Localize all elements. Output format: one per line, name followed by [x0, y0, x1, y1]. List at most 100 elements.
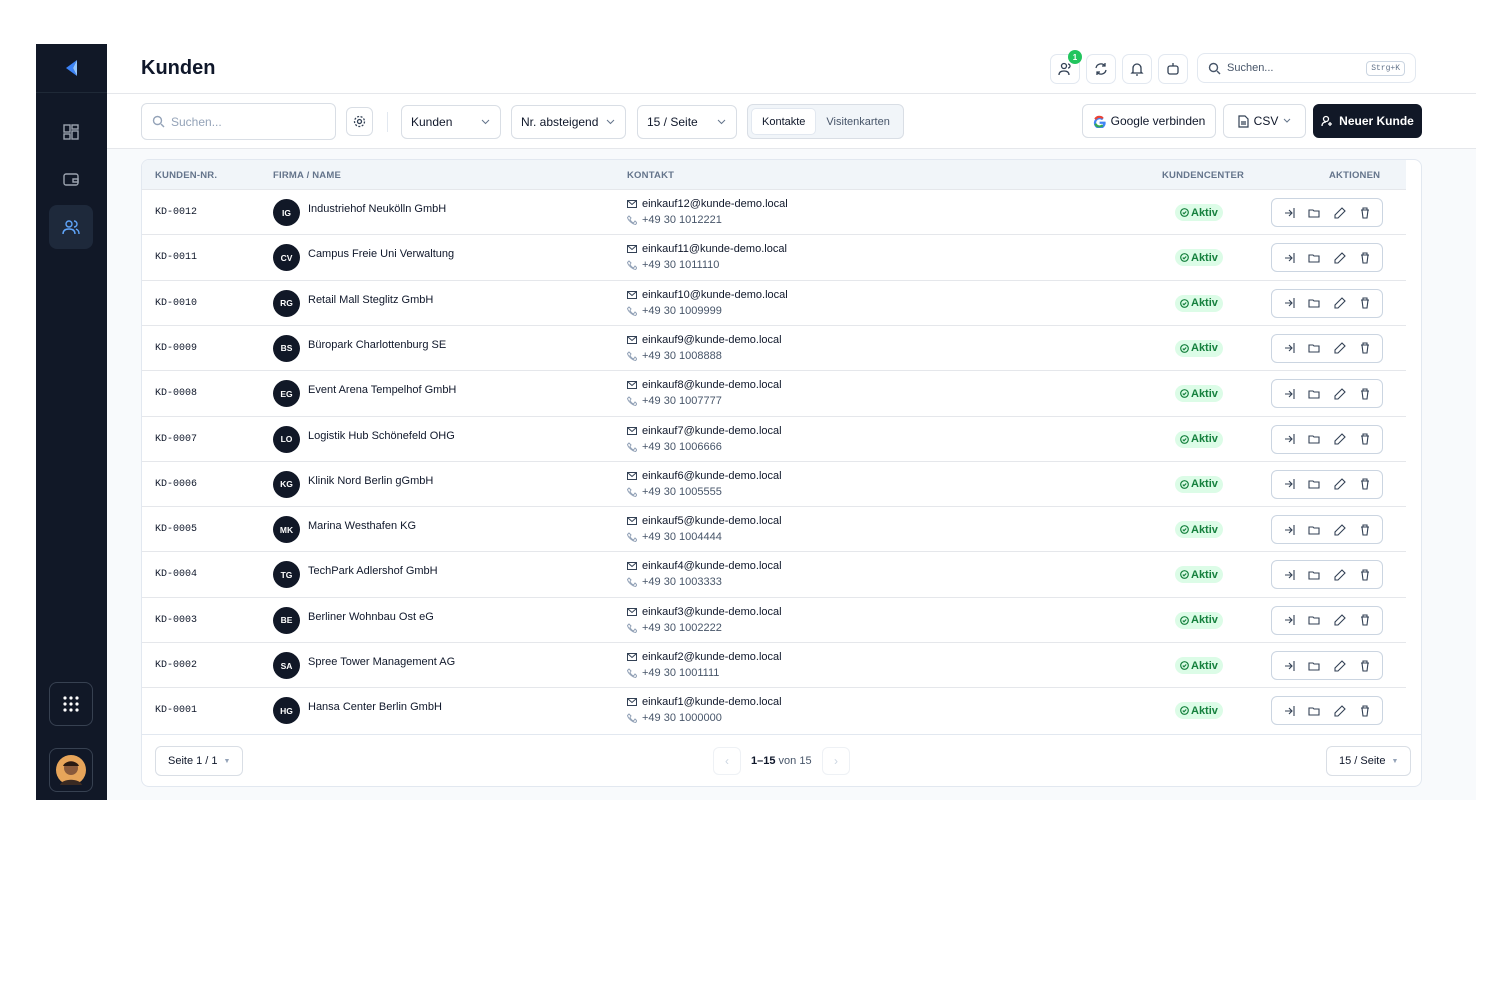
action-icon[interactable] [1334, 523, 1346, 536]
email[interactable]: einkauf2@kunde-demo.local [627, 651, 782, 663]
email[interactable]: einkauf11@kunde-demo.local [627, 243, 787, 255]
user-avatar[interactable] [49, 748, 93, 792]
per-page-select[interactable]: 15 / Seite ▼ [1326, 746, 1412, 776]
action-icon[interactable] [1283, 433, 1295, 445]
action-icon[interactable] [1334, 433, 1346, 445]
action-icon[interactable] [1308, 252, 1320, 264]
action-icon[interactable] [1308, 705, 1320, 717]
email[interactable]: einkauf9@kunde-demo.local [627, 334, 782, 346]
customer-name[interactable]: Retail Mall Steglitz GmbH [308, 294, 433, 306]
action-icon[interactable] [1283, 207, 1295, 219]
action-icon[interactable] [1334, 342, 1346, 354]
email[interactable]: einkauf7@kunde-demo.local [627, 425, 782, 437]
email[interactable]: einkauf1@kunde-demo.local [627, 696, 782, 708]
action-icon[interactable] [1334, 252, 1346, 264]
settings-button[interactable] [346, 107, 373, 136]
customer-name[interactable]: Spree Tower Management AG [308, 656, 455, 668]
action-icon[interactable] [1359, 252, 1371, 264]
action-icon[interactable] [1334, 297, 1346, 309]
customer-name[interactable]: TechPark Adlershof GmbH [308, 565, 438, 577]
nav-customers[interactable] [49, 205, 93, 249]
email[interactable]: einkauf6@kunde-demo.local [627, 470, 782, 482]
email[interactable]: einkauf8@kunde-demo.local [627, 379, 782, 391]
action-icon[interactable] [1334, 659, 1346, 672]
assistant-button[interactable] [1158, 54, 1188, 84]
table-row[interactable]: KD-0002 SA Spree Tower Management AG einkau… [142, 642, 1406, 687]
action-icon[interactable] [1308, 478, 1320, 490]
action-icon[interactable] [1359, 388, 1371, 400]
notifications-button[interactable] [1122, 54, 1152, 84]
action-icon[interactable] [1308, 207, 1320, 219]
select[interactable]: 15 / Seite [637, 105, 737, 139]
email[interactable]: einkauf3@kunde-demo.local [627, 606, 782, 618]
action-icon[interactable] [1359, 569, 1371, 581]
customer-name[interactable]: Industriehof Neukölln GmbH [308, 203, 446, 215]
action-icon[interactable] [1359, 524, 1371, 536]
page-select[interactable]: Seite 1 / 1 ▼ [155, 746, 244, 776]
email[interactable]: einkauf4@kunde-demo.local [627, 560, 782, 572]
action-icon[interactable] [1308, 660, 1320, 672]
action-icon[interactable] [1359, 705, 1371, 717]
table-search[interactable]: Suchen... [141, 103, 336, 140]
customer-name[interactable]: Berliner Wohnbau Ost eG [308, 611, 434, 623]
action-icon[interactable] [1359, 206, 1371, 219]
action-icon[interactable] [1308, 388, 1320, 400]
action-icon[interactable] [1283, 342, 1295, 354]
refresh-button[interactable] [1086, 54, 1116, 84]
table-row[interactable]: KD-0010 RG Retail Mall Steglitz GmbH einkau… [142, 279, 1406, 325]
apps-menu[interactable] [49, 682, 93, 726]
global-search[interactable]: Suchen... Strg+K [1197, 53, 1416, 83]
email[interactable]: einkauf12@kunde-demo.local [627, 198, 788, 210]
table-row[interactable]: KD-0003 BE Berliner Wohnbau Ost eG einkauf3… [142, 596, 1406, 642]
users-button[interactable]: 1 [1050, 50, 1082, 84]
tab-active[interactable]: Kontakte [751, 108, 817, 135]
customer-name[interactable]: Campus Freie Uni Verwaltung [308, 248, 454, 260]
customer-name[interactable]: Logistik Hub Schönefeld OHG [308, 430, 455, 442]
action-icon[interactable] [1334, 478, 1346, 490]
action-icon[interactable] [1334, 387, 1346, 400]
action-icon[interactable] [1283, 705, 1295, 717]
table-row[interactable]: KD-0004 TG TechPark Adlershof GmbH einkauf4… [142, 551, 1406, 596]
table-row[interactable]: KD-0008 EG Event Arena Tempelhof GmbH einka… [142, 370, 1406, 415]
action-icon[interactable] [1308, 433, 1320, 445]
customer-name[interactable]: Klinik Nord Berlin gGmbH [308, 475, 433, 487]
action-icon[interactable] [1334, 705, 1346, 717]
customer-name[interactable]: Büropark Charlottenburg SE [308, 339, 446, 351]
action-icon[interactable] [1359, 659, 1371, 672]
action-icon[interactable] [1334, 614, 1346, 626]
action-icon[interactable] [1359, 433, 1371, 445]
table-row[interactable]: KD-0009 BS Büropark Charlottenburg SE einka… [142, 324, 1406, 370]
csv-button[interactable]: CSV [1223, 104, 1306, 138]
action-icon[interactable] [1359, 297, 1371, 309]
table-row[interactable]: KD-0011 CV Campus Freie Uni Verwaltung eink… [142, 234, 1406, 279]
action-icon[interactable] [1283, 297, 1295, 309]
table-row[interactable]: KD-0001 HG Hansa Center Berlin GmbH einkauf… [142, 687, 1406, 732]
customer-name[interactable]: Marina Westhafen KG [308, 520, 416, 532]
table-row[interactable]: KD-0006 KG Klinik Nord Berlin gGmbH einkauf… [142, 460, 1406, 506]
action-icon[interactable] [1308, 569, 1320, 581]
customer-name[interactable]: Event Arena Tempelhof GmbH [308, 384, 456, 396]
action-icon[interactable] [1283, 569, 1295, 581]
select[interactable]: Kunden [401, 105, 501, 139]
table-row[interactable]: KD-0005 MK Marina Westhafen KG einkauf5@kun… [142, 506, 1406, 551]
nav-dashboard[interactable] [49, 110, 93, 154]
tab[interactable]: Visitenkarten [826, 115, 890, 128]
action-icon[interactable] [1359, 614, 1371, 626]
action-icon[interactable] [1283, 478, 1295, 490]
action-icon[interactable] [1308, 524, 1320, 536]
action-icon[interactable] [1359, 342, 1371, 354]
action-icon[interactable] [1334, 569, 1346, 581]
action-icon[interactable] [1283, 614, 1295, 626]
action-icon[interactable] [1308, 614, 1320, 626]
email[interactable]: einkauf5@kunde-demo.local [627, 515, 782, 527]
prev-page[interactable]: ‹ [713, 747, 741, 775]
action-icon[interactable] [1308, 342, 1320, 354]
google-button[interactable]: Google verbinden [1082, 104, 1216, 138]
action-icon[interactable] [1283, 524, 1295, 536]
nav-wallet[interactable] [49, 157, 93, 201]
action-icon[interactable] [1283, 388, 1295, 400]
table-row[interactable]: KD-0012 IG Industriehof Neukölln GmbH einka… [142, 189, 1406, 234]
action-icon[interactable] [1283, 252, 1295, 264]
customer-name[interactable]: Hansa Center Berlin GmbH [308, 701, 442, 713]
action-icon[interactable] [1283, 660, 1295, 672]
